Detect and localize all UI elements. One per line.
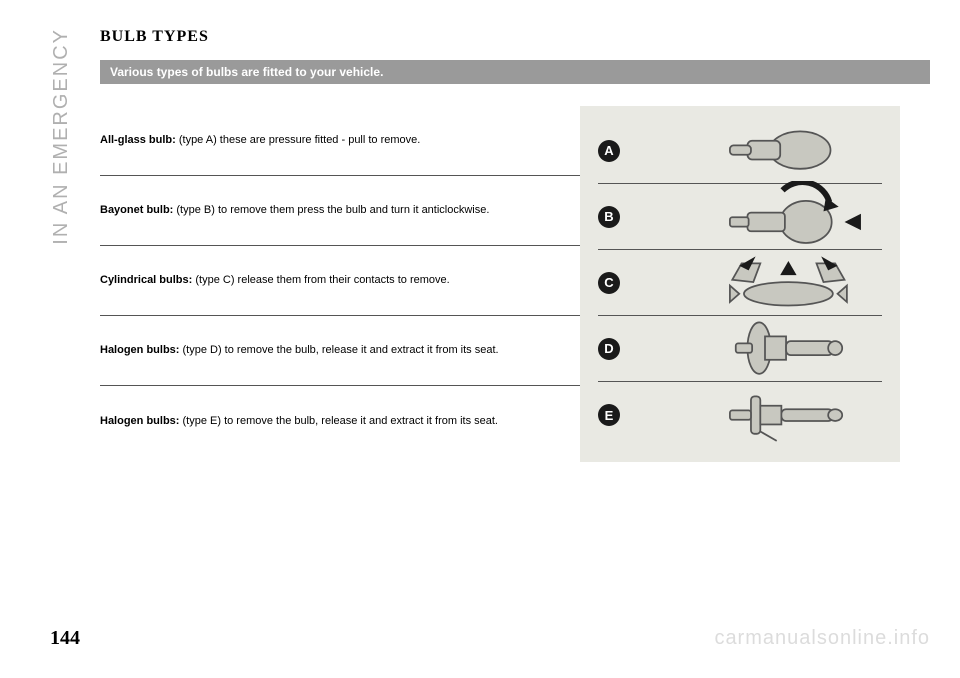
bulb-description-a: All-glass bulb: (type A) these are press… — [100, 106, 580, 176]
bulb-d-icon — [648, 313, 882, 383]
content-row: All-glass bulb: (type A) these are press… — [100, 106, 930, 462]
main-content: BULB TYPES Various types of bulbs are fi… — [100, 28, 930, 462]
diagram-row-c: C — [598, 250, 882, 316]
bulb-a-icon — [648, 115, 882, 185]
page-number: 144 — [50, 627, 80, 650]
bulb-e-icon — [648, 380, 882, 450]
letter-d-icon: D — [598, 338, 620, 360]
bulb-description-c: Cylindrical bulbs: (type C) release them… — [100, 246, 580, 316]
diagram-row-a: A — [598, 118, 882, 184]
section-label: IN AN EMERGENCY — [50, 28, 73, 245]
letter-e-icon: E — [598, 404, 620, 426]
bulb-description-d: Halogen bulbs: (type D) to remove the bu… — [100, 316, 580, 386]
watermark: carmanualsonline.info — [714, 627, 930, 650]
diagram-row-b: B — [598, 184, 882, 250]
letter-c-icon: C — [598, 272, 620, 294]
bulb-description-e: Halogen bulbs: (type E) to remove the bu… — [100, 386, 580, 456]
letter-b-icon: B — [598, 206, 620, 228]
letter-a-icon: A — [598, 140, 620, 162]
bulb-description-b: Bayonet bulb: (type B) to remove them pr… — [100, 176, 580, 246]
intro-banner: Various types of bulbs are fitted to you… — [100, 60, 930, 84]
page-title: BULB TYPES — [100, 28, 930, 46]
bulb-diagram: A B — [580, 106, 900, 462]
bulb-c-icon — [648, 247, 882, 317]
bulb-b-icon — [648, 181, 882, 251]
text-column: All-glass bulb: (type A) these are press… — [100, 106, 580, 462]
diagram-row-d: D — [598, 316, 882, 382]
diagram-row-e: E — [598, 382, 882, 448]
